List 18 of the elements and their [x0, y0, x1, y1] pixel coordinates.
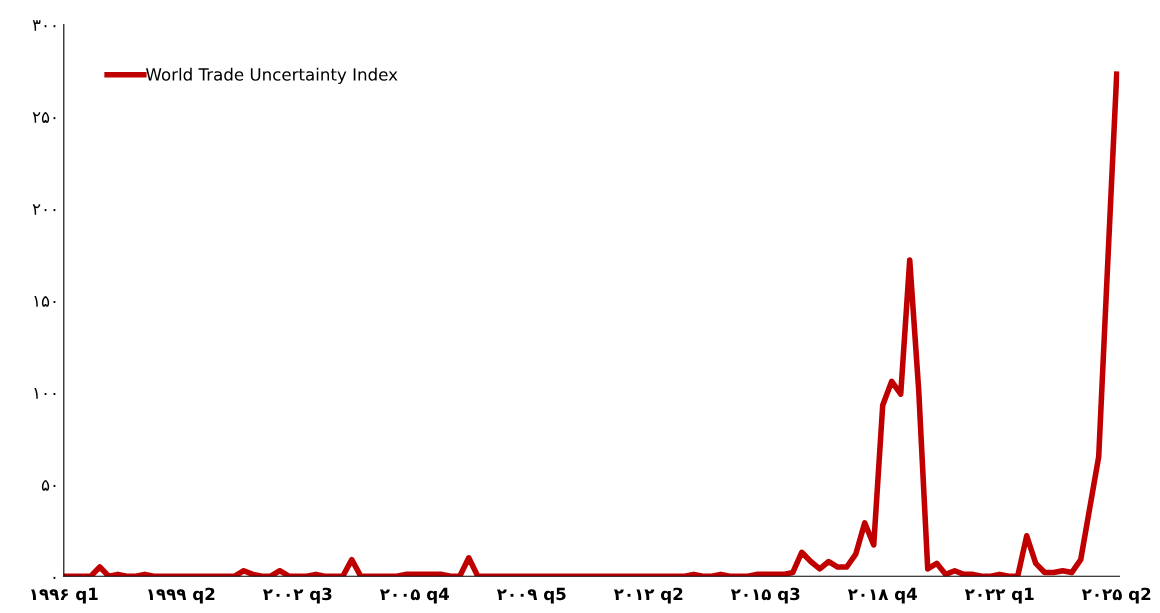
x-tick-label: ۲۰۱۵ q3: [730, 587, 800, 604]
x-tick-label: ۲۰۰۲ q3: [262, 587, 332, 604]
y-tick-label: ۱۵۰: [34, 295, 56, 307]
x-tick-label: ۲۰۲۲ q1: [964, 587, 1034, 604]
y-tick-label: ۲۵۰: [32, 112, 56, 123]
x-tick-label: ۲۰۲۵ q2: [1081, 587, 1151, 604]
y-tick-label: ۱۰۰: [34, 388, 56, 399]
x-tick-label: ۲۰۱۲ q2: [613, 587, 683, 604]
y-tick-label: ۵۰: [41, 479, 56, 491]
y-tick-label: ۰: [53, 576, 56, 579]
x-tick-label: ۲۰۰۵ q4: [379, 587, 450, 604]
x-tick-label: ۲۰۱۸ q4: [847, 587, 917, 604]
x-tick-label: ۲۰۰۹ q5: [496, 587, 566, 604]
legend-label: World Trade Uncertainty Index: [146, 67, 398, 84]
x-tick-label: ۱۹۹۶ q1: [31, 587, 98, 604]
y-tick-label: ۲۰۰: [32, 204, 56, 215]
y-tick-label: ۳۰۰: [32, 20, 56, 31]
x-tick-label: ۱۹۹۹ q2: [148, 587, 215, 604]
